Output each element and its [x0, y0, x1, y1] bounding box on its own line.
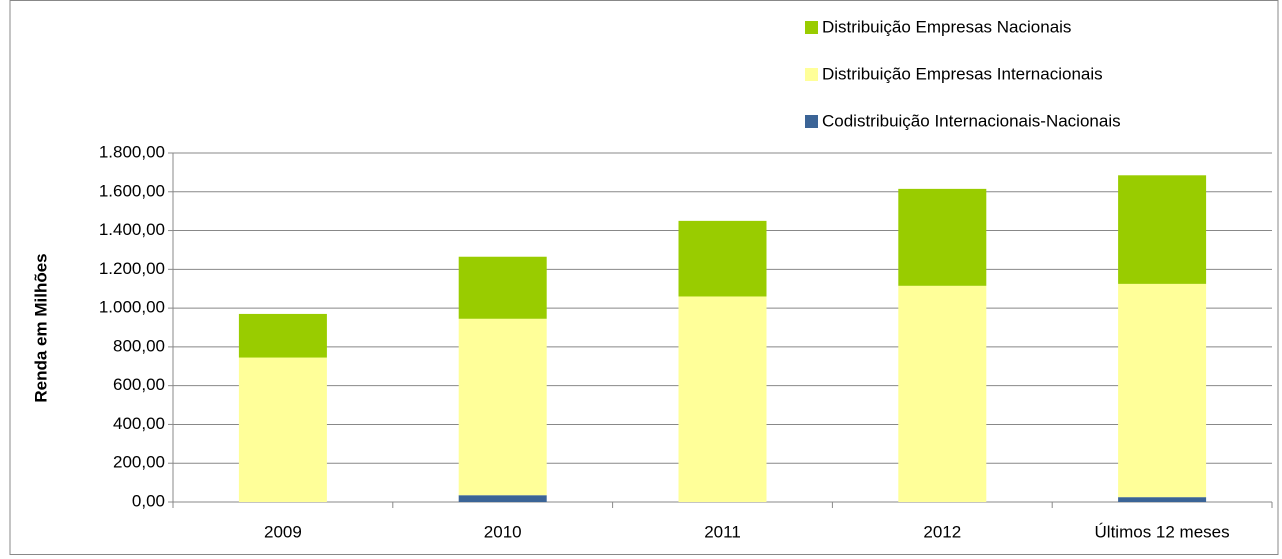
x-tick-label: 2012: [923, 522, 961, 541]
x-tick-label: Últimos 12 meses: [1095, 522, 1230, 541]
y-tick-label: 0,00: [132, 491, 165, 510]
bar-segment: [458, 256, 547, 319]
legend-label: Codistribuição Internacionais-Nacionais: [822, 111, 1121, 130]
y-axis-label: Renda em Milhões: [31, 253, 50, 402]
chart-frame: [9, 0, 1279, 555]
legend-label: Distribuição Empresas Internacionais: [822, 64, 1103, 83]
bar-segment: [898, 188, 987, 286]
legend-swatch: [805, 115, 818, 128]
x-tick-label: 2011: [704, 522, 741, 541]
bar-segment: [1118, 497, 1207, 502]
x-tick-label: 2009: [264, 522, 302, 541]
y-tick-label: 200,00: [113, 453, 165, 472]
y-tick-label: 600,00: [113, 375, 165, 394]
bar-segment: [1118, 175, 1207, 284]
y-tick-label: 1.200,00: [99, 259, 165, 278]
bar-segment: [678, 296, 767, 502]
y-tick-label: 1.800,00: [99, 142, 165, 161]
bar-segment: [898, 285, 987, 502]
y-tick-label: 1.400,00: [99, 220, 165, 239]
bar-segment: [238, 313, 327, 358]
bar-segment: [678, 220, 767, 297]
x-tick-label: 2010: [484, 522, 522, 541]
legend-swatch: [805, 68, 818, 81]
bar-segment: [458, 318, 547, 496]
bar-segment: [1118, 283, 1207, 498]
y-tick-label: 800,00: [113, 336, 165, 355]
y-tick-label: 1.000,00: [99, 298, 165, 317]
legend-swatch: [805, 21, 818, 34]
bar-segment: [238, 357, 327, 502]
legend-label: Distribuição Empresas Nacionais: [822, 17, 1071, 36]
bar-segment: [458, 495, 547, 502]
y-tick-label: 400,00: [113, 414, 165, 433]
y-tick-label: 1.600,00: [99, 181, 165, 200]
